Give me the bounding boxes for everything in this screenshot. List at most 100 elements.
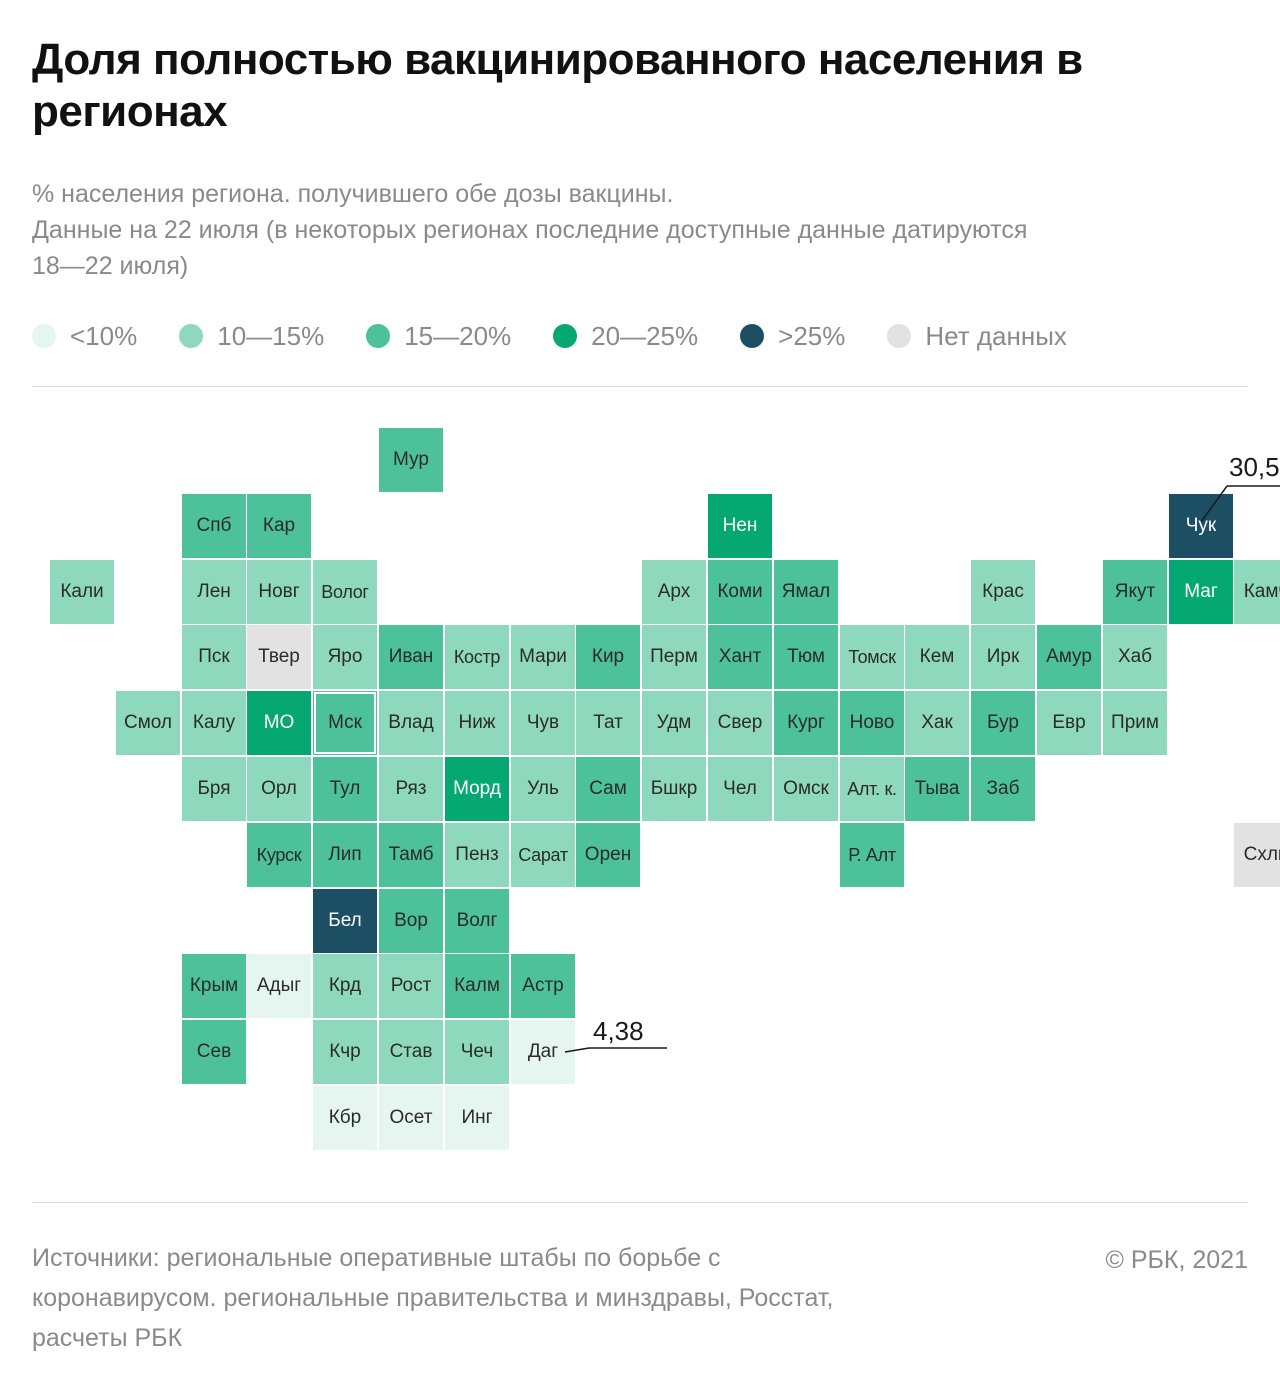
region-tile: Спб <box>182 494 246 558</box>
legend-item-gt25: >25% <box>740 321 845 352</box>
legend-item-20-25: 20—25% <box>553 321 698 352</box>
region-tile: Лип <box>313 823 377 887</box>
region-tile: Твер <box>247 625 311 689</box>
legend-item-10-15: 10—15% <box>179 321 324 352</box>
region-tile: Бел <box>313 889 377 953</box>
region-tile: Бря <box>182 757 246 821</box>
legend-label: 10—15% <box>217 320 325 351</box>
subtitle-line-3: 18—22 июля) <box>32 252 189 280</box>
region-tile: Мур <box>379 428 443 492</box>
region-tile: Калу <box>182 691 246 755</box>
copyright: © РБК, 2021 <box>1105 1246 1248 1274</box>
region-tile: Ямал <box>774 560 838 624</box>
legend-swatch <box>740 324 765 348</box>
legend-swatch <box>887 324 912 348</box>
region-tile: Ново <box>840 691 904 755</box>
region-tile: Орл <box>247 757 311 821</box>
region-tile: Астр <box>511 954 575 1018</box>
region-tile: Ниж <box>445 691 509 755</box>
region-tile: Омск <box>774 757 838 821</box>
region-tile: Смол <box>116 691 180 755</box>
region-tile: Кир <box>576 625 640 689</box>
callout-leader-line <box>564 1047 590 1053</box>
region-tile: Крд <box>313 954 377 1018</box>
region-tile: Кбр <box>313 1086 377 1150</box>
legend-swatch <box>366 324 391 348</box>
region-tile: Калм <box>445 954 509 1018</box>
region-tile: Адыг <box>247 954 311 1018</box>
region-tile: Сев <box>182 1020 246 1084</box>
region-tile: Бур <box>971 691 1035 755</box>
region-tile: Коми <box>708 560 772 624</box>
region-tile: Кем <box>905 625 969 689</box>
region-tile: Новг <box>247 560 311 624</box>
legend-label: >25% <box>778 320 846 351</box>
region-tile: Чеч <box>445 1020 509 1084</box>
legend-label: Нет данных <box>925 320 1067 351</box>
legend-swatch <box>179 324 204 348</box>
region-tile: Бшкр <box>642 757 706 821</box>
region-tile: Томск <box>840 625 904 689</box>
region-tile: Сам <box>576 757 640 821</box>
region-tile: Став <box>379 1020 443 1084</box>
region-tile: Заб <box>971 757 1035 821</box>
region-tile: Крым <box>182 954 246 1018</box>
region-tile: Амур <box>1037 625 1101 689</box>
region-tile: Инг <box>445 1086 509 1150</box>
chart-title: Доля полностью вакцинированного населени… <box>32 35 1083 136</box>
region-tile: Костр <box>445 625 509 689</box>
region-tile: Крас <box>971 560 1035 624</box>
legend-swatch <box>553 324 578 348</box>
callout-value-max: 30,57 <box>1229 452 1280 482</box>
legend-label: 20—25% <box>591 320 699 351</box>
region-tile: Маг <box>1169 560 1233 624</box>
region-tile: Пенз <box>445 823 509 887</box>
region-tile: Чув <box>511 691 575 755</box>
legend-item-lt10: <10% <box>32 321 137 352</box>
region-tile: Влад <box>379 691 443 755</box>
legend-swatch <box>32 324 56 348</box>
legend: <10% 10—15% 15—20% 20—25% >25% Нет данны… <box>32 316 1109 356</box>
region-tile: Кург <box>774 691 838 755</box>
region-tile: Мари <box>511 625 575 689</box>
region-tile: Нен <box>708 494 772 558</box>
region-tile: Морд <box>445 757 509 821</box>
region-tile: Волг <box>445 889 509 953</box>
subtitle-line-2: Данные на 22 июля (в некоторых регионах … <box>32 216 1028 244</box>
source-note: Источники: региональные оперативные штаб… <box>32 1244 834 1352</box>
region-tile: Тул <box>313 757 377 821</box>
region-tile: Р. Алт <box>840 823 904 887</box>
region-tile: Перм <box>642 625 706 689</box>
region-tile: Пск <box>182 625 246 689</box>
region-tile: Хант <box>708 625 772 689</box>
region-tile: Евр <box>1037 691 1101 755</box>
subtitle-line-1: % населения региона. получившего обе доз… <box>32 180 674 208</box>
region-tile: Яро <box>313 625 377 689</box>
region-tile: Арх <box>642 560 706 624</box>
region-tile: Якут <box>1103 560 1167 624</box>
region-tile: Тюм <box>774 625 838 689</box>
callout-value-min: 4,38 <box>593 1016 644 1046</box>
region-tile: Сарат <box>511 823 575 887</box>
region-tile: Кчр <box>313 1020 377 1084</box>
region-tile: Иван <box>379 625 443 689</box>
legend-label: 15—20% <box>404 320 512 351</box>
region-tile: Волог <box>313 560 377 624</box>
callout-leader-line <box>1200 485 1228 523</box>
region-tile: Тыва <box>905 757 969 821</box>
region-tile: Свер <box>708 691 772 755</box>
region-tile: Прим <box>1103 691 1167 755</box>
region-tile: Алт. к. <box>840 757 904 821</box>
region-tile: Чел <box>708 757 772 821</box>
legend-item-15-20: 15—20% <box>366 321 511 352</box>
region-tile: Осет <box>379 1086 443 1150</box>
region-tile: Чук <box>1169 494 1233 558</box>
region-tile: Кар <box>247 494 311 558</box>
region-tile: Курск <box>247 823 311 887</box>
region-tile: Кали <box>50 560 114 624</box>
region-tile: МО <box>247 691 311 755</box>
region-tile: Рост <box>379 954 443 1018</box>
region-tile: Лен <box>182 560 246 624</box>
